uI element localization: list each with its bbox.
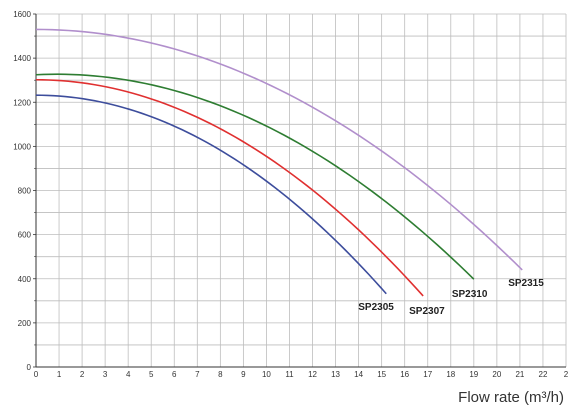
y-tick-label: 400 xyxy=(18,275,32,284)
x-tick-label: 12 xyxy=(308,370,317,379)
x-tick-label: 18 xyxy=(446,370,455,379)
series-label: SP2315 xyxy=(508,278,544,289)
x-tick-label: 14 xyxy=(354,370,363,379)
x-tick-label: 17 xyxy=(423,370,432,379)
x-tick-label: 2 xyxy=(564,370,568,379)
y-tick-label: 1600 xyxy=(13,10,31,19)
x-tick-label: 0 xyxy=(34,370,39,379)
x-tick-label: 19 xyxy=(469,370,478,379)
series-label: SP2307 xyxy=(409,306,445,317)
series-line-sp2310 xyxy=(35,73,475,280)
x-tick-label: 5 xyxy=(149,370,154,379)
x-axis-title: Flow rate (m³/h) xyxy=(458,389,564,406)
x-tick-label: 7 xyxy=(195,370,200,379)
x-tick-label: 3 xyxy=(103,370,108,379)
x-tick-label: 16 xyxy=(400,370,409,379)
series-label: SP2310 xyxy=(452,289,488,300)
x-tick-label: 2 xyxy=(80,370,85,379)
series-line-sp2305 xyxy=(35,94,387,295)
series-labels: SP2305 SP2307 SP2310 SP2315 xyxy=(358,278,544,317)
x-tick-label: 20 xyxy=(492,370,501,379)
y-tick-label: 600 xyxy=(18,231,32,240)
x-tick-label: 21 xyxy=(515,370,524,379)
y-tick-label: 200 xyxy=(18,319,32,328)
series-line-sp2315 xyxy=(35,28,523,271)
x-tick-label: 8 xyxy=(218,370,223,379)
x-tick-label: 22 xyxy=(539,370,548,379)
x-tick-label: 6 xyxy=(172,370,177,379)
series-label: SP2305 xyxy=(358,302,394,313)
y-tick-label: 1200 xyxy=(13,98,31,107)
x-tick-label: 13 xyxy=(331,370,340,379)
y-tick-label: 800 xyxy=(18,187,32,196)
x-tick-label: 10 xyxy=(262,370,271,379)
y-tick-label: 1400 xyxy=(13,54,31,63)
x-tick-label: 15 xyxy=(377,370,386,379)
x-tick-label: 11 xyxy=(285,370,294,379)
axes: 0 1 2 3 4 5 6 7 8 9 10 11 12 13 14 15 16 17 18 19 20 21 22 2020… xyxy=(13,10,568,379)
x-tick-label: 4 xyxy=(126,370,131,379)
series-lines xyxy=(35,28,523,297)
y-tick-label: 0 xyxy=(27,363,32,372)
x-tick-label: 1 xyxy=(57,370,62,379)
series-line-sp2307 xyxy=(35,78,424,297)
y-tick-label: 1000 xyxy=(13,142,31,151)
x-tick-label: 9 xyxy=(241,370,246,379)
